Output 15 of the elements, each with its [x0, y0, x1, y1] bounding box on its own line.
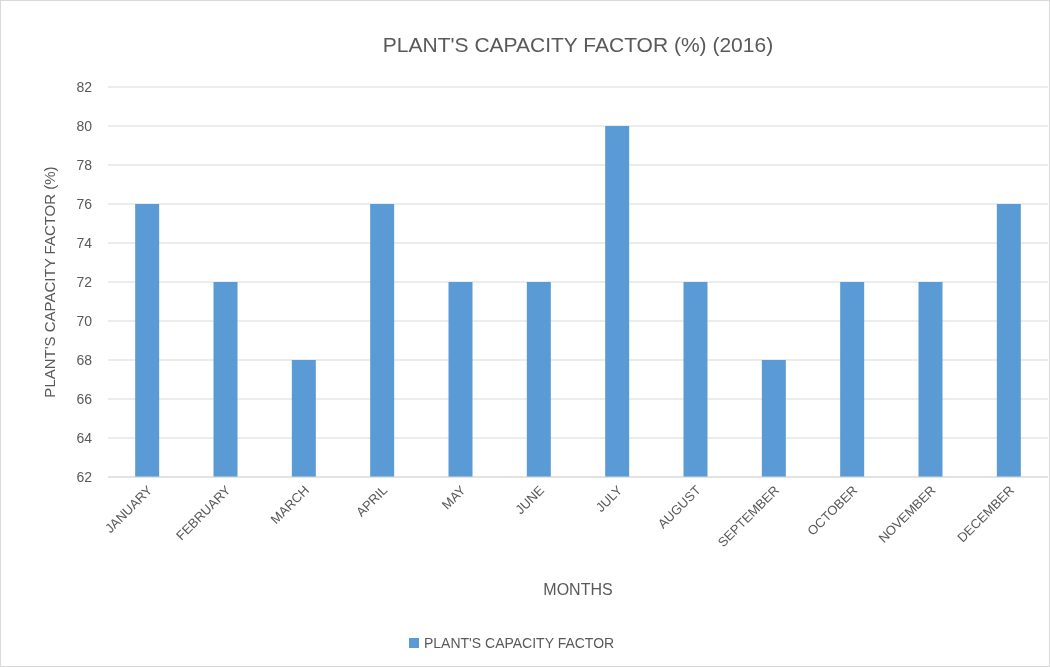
y-tick-label: 68 [76, 351, 93, 368]
y-tick-label: 76 [76, 195, 93, 212]
y-tick-label: 74 [76, 234, 93, 251]
chart-title: PLANT'S CAPACITY FACTOR (%) (2016) [382, 33, 774, 56]
x-axis-title: MONTHS [543, 581, 613, 598]
y-tick-label: 72 [76, 273, 93, 290]
y-tick-label: 78 [76, 156, 93, 173]
y-tick-label: 82 [76, 78, 93, 95]
y-tick-label: 66 [76, 390, 93, 407]
y-tick-label: 62 [76, 468, 93, 485]
y-axis-title: PLANT'S CAPACITY FACTOR (%) [41, 166, 58, 398]
y-tick-label: 64 [76, 429, 93, 446]
y-tick-label: 80 [76, 117, 93, 134]
legend-label: PLANT'S CAPACITY FACTOR [424, 634, 615, 651]
y-tick-label: 70 [76, 312, 93, 329]
